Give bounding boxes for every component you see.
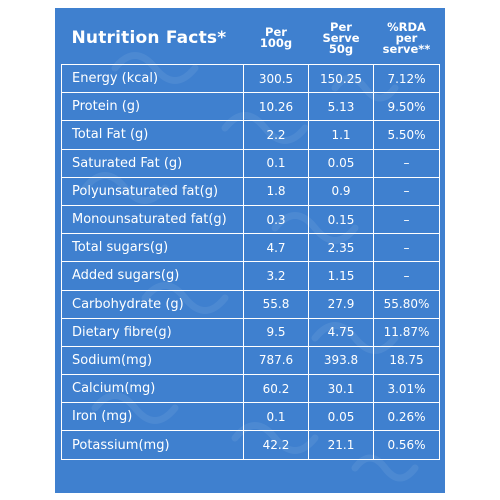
column-header-rda: %RDA per serve** — [382, 19, 431, 56]
value-per-serve: 27.9 — [308, 289, 374, 319]
value-rda: – — [373, 148, 440, 178]
table-row: Calcium(mg) 60.2 30.1 3.01% — [61, 374, 440, 404]
value-rda: 9.50% — [373, 92, 440, 122]
table-row: Polyunsaturated fat(g) 1.8 0.9 – — [61, 176, 440, 206]
value-rda: 5.50% — [373, 120, 440, 150]
nutrient-name: Total sugars(g) — [61, 233, 244, 263]
table-row: Saturated Fat (g) 0.1 0.05 – — [61, 148, 440, 178]
value-per-100g: 0.1 — [243, 402, 309, 432]
table-row: Added sugars(g) 3.2 1.15 – — [61, 261, 440, 291]
nutrient-name: Added sugars(g) — [61, 261, 244, 291]
value-per-100g: 300.5 — [243, 63, 309, 94]
table-row: Sodium(mg) 787.6 393.8 18.75 — [61, 345, 440, 376]
value-per-100g: 787.6 — [243, 345, 309, 376]
value-rda: – — [373, 204, 440, 235]
value-per-serve: 393.8 — [308, 345, 374, 376]
value-per-serve: 1.15 — [308, 261, 374, 291]
nutrient-name: Potassium(mg) — [61, 430, 244, 460]
nutrient-name: Calcium(mg) — [61, 374, 244, 404]
value-per-serve: 21.1 — [308, 430, 374, 460]
nutrient-name: Carbohydrate (g) — [61, 289, 244, 319]
value-rda: 0.56% — [373, 430, 440, 460]
value-per-serve: 1.1 — [308, 120, 374, 150]
nutrient-name: Sodium(mg) — [61, 345, 244, 376]
table-header-row: Nutrition Facts* Per 100g Per Serve 50g … — [62, 12, 440, 65]
nutrient-name: Protein (g) — [61, 92, 244, 122]
value-per-serve: 150.25 — [308, 63, 374, 94]
value-per-100g: 3.2 — [243, 261, 309, 291]
value-per-serve: 0.15 — [308, 204, 374, 235]
nutrient-name: Iron (mg) — [61, 402, 244, 432]
value-per-serve: 2.35 — [308, 233, 374, 263]
nutrient-name: Total Fat (g) — [61, 120, 244, 150]
value-per-100g: 1.8 — [243, 176, 309, 206]
column-header-per-serve: Per Serve 50g — [322, 19, 360, 56]
table-row: Carbohydrate (g) 55.8 27.9 55.80% — [61, 289, 440, 319]
table-row: Potassium(mg) 42.2 21.1 0.56% — [61, 430, 440, 460]
value-rda: – — [373, 176, 440, 206]
value-rda: 0.26% — [373, 402, 440, 432]
value-rda: – — [373, 233, 440, 263]
value-per-100g: 4.7 — [243, 233, 309, 263]
value-per-serve: 0.9 — [308, 176, 374, 206]
value-per-100g: 2.2 — [243, 120, 309, 150]
value-per-serve: 0.05 — [308, 402, 374, 432]
nutrition-table: Nutrition Facts* Per 100g Per Serve 50g … — [61, 12, 440, 460]
value-rda: 18.75 — [373, 345, 440, 376]
value-per-100g: 9.5 — [243, 317, 309, 347]
value-per-100g: 60.2 — [243, 374, 309, 404]
table-row: Total sugars(g) 4.7 2.35 – — [61, 233, 440, 263]
table-row: Dietary fibre(g) 9.5 4.75 11.87% — [61, 317, 440, 347]
value-rda: 55.80% — [373, 289, 440, 319]
table-row: Iron (mg) 0.1 0.05 0.26% — [61, 402, 440, 432]
value-per-100g: 0.1 — [243, 148, 309, 178]
nutrient-name: Dietary fibre(g) — [61, 317, 244, 347]
value-rda: 11.87% — [373, 317, 440, 347]
value-per-100g: 0.3 — [243, 204, 309, 235]
table-row: Energy (kcal) 300.5 150.25 7.12% — [61, 63, 440, 94]
nutrition-facts-panel: Nutrition Facts* Per 100g Per Serve 50g … — [55, 8, 445, 493]
value-rda: 7.12% — [373, 63, 440, 94]
value-per-serve: 0.05 — [308, 148, 374, 178]
nutrient-name: Energy (kcal) — [61, 63, 244, 94]
table-row: Total Fat (g) 2.2 1.1 5.50% — [61, 120, 440, 150]
value-per-serve: 4.75 — [308, 317, 374, 347]
table-row: Monounsaturated fat(g) 0.3 0.15 – — [61, 204, 440, 235]
nutrient-name: Monounsaturated fat(g) — [61, 204, 244, 235]
value-rda: 3.01% — [373, 374, 440, 404]
value-per-serve: 5.13 — [308, 92, 374, 122]
nutrient-name: Polyunsaturated fat(g) — [61, 176, 244, 206]
value-per-100g: 55.8 — [243, 289, 309, 319]
value-per-serve: 30.1 — [308, 374, 374, 404]
value-rda: – — [373, 261, 440, 291]
column-header-per-100g: Per 100g — [259, 25, 293, 50]
table-title: Nutrition Facts* — [71, 28, 227, 48]
value-per-100g: 10.26 — [243, 92, 309, 122]
nutrient-name: Saturated Fat (g) — [61, 148, 244, 178]
value-per-100g: 42.2 — [243, 430, 309, 460]
table-row: Protein (g) 10.26 5.13 9.50% — [61, 92, 440, 122]
